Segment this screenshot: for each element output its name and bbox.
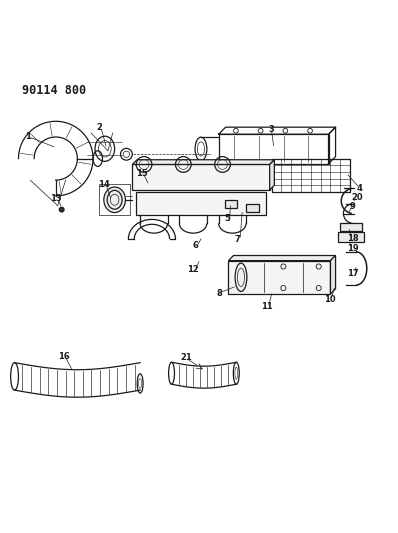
- Text: 3: 3: [269, 125, 275, 134]
- Bar: [219, 134, 328, 164]
- Text: 14: 14: [98, 180, 110, 189]
- Text: 7: 7: [234, 235, 240, 244]
- Bar: [224, 200, 237, 208]
- Text: 6: 6: [193, 241, 199, 250]
- Text: 17: 17: [347, 269, 359, 278]
- Text: 18: 18: [347, 234, 359, 243]
- Text: 12: 12: [187, 265, 199, 274]
- Bar: [271, 159, 350, 192]
- Bar: [132, 165, 269, 190]
- Text: 1: 1: [25, 132, 31, 141]
- Text: 10: 10: [324, 295, 336, 304]
- Ellipse shape: [104, 187, 125, 213]
- Bar: [99, 184, 130, 215]
- Text: 19: 19: [347, 244, 359, 253]
- Text: 20: 20: [352, 192, 363, 201]
- Text: 4: 4: [356, 183, 362, 192]
- Bar: [136, 192, 266, 215]
- Text: 9: 9: [349, 201, 355, 211]
- Text: 13: 13: [50, 194, 62, 203]
- Text: 2: 2: [96, 124, 102, 133]
- Bar: [228, 261, 330, 294]
- Ellipse shape: [235, 263, 247, 292]
- Polygon shape: [269, 160, 274, 190]
- Bar: [246, 204, 259, 212]
- Polygon shape: [228, 255, 336, 261]
- Polygon shape: [330, 255, 336, 294]
- Text: 5: 5: [224, 214, 230, 223]
- Bar: [340, 223, 362, 231]
- Ellipse shape: [59, 207, 64, 212]
- Text: 16: 16: [58, 352, 70, 361]
- Text: 8: 8: [216, 289, 222, 298]
- Text: 11: 11: [261, 302, 272, 311]
- Text: 21: 21: [181, 353, 192, 362]
- Polygon shape: [132, 160, 274, 165]
- Text: 90114 800: 90114 800: [22, 84, 86, 97]
- Bar: [338, 232, 364, 242]
- Text: 15: 15: [136, 168, 148, 177]
